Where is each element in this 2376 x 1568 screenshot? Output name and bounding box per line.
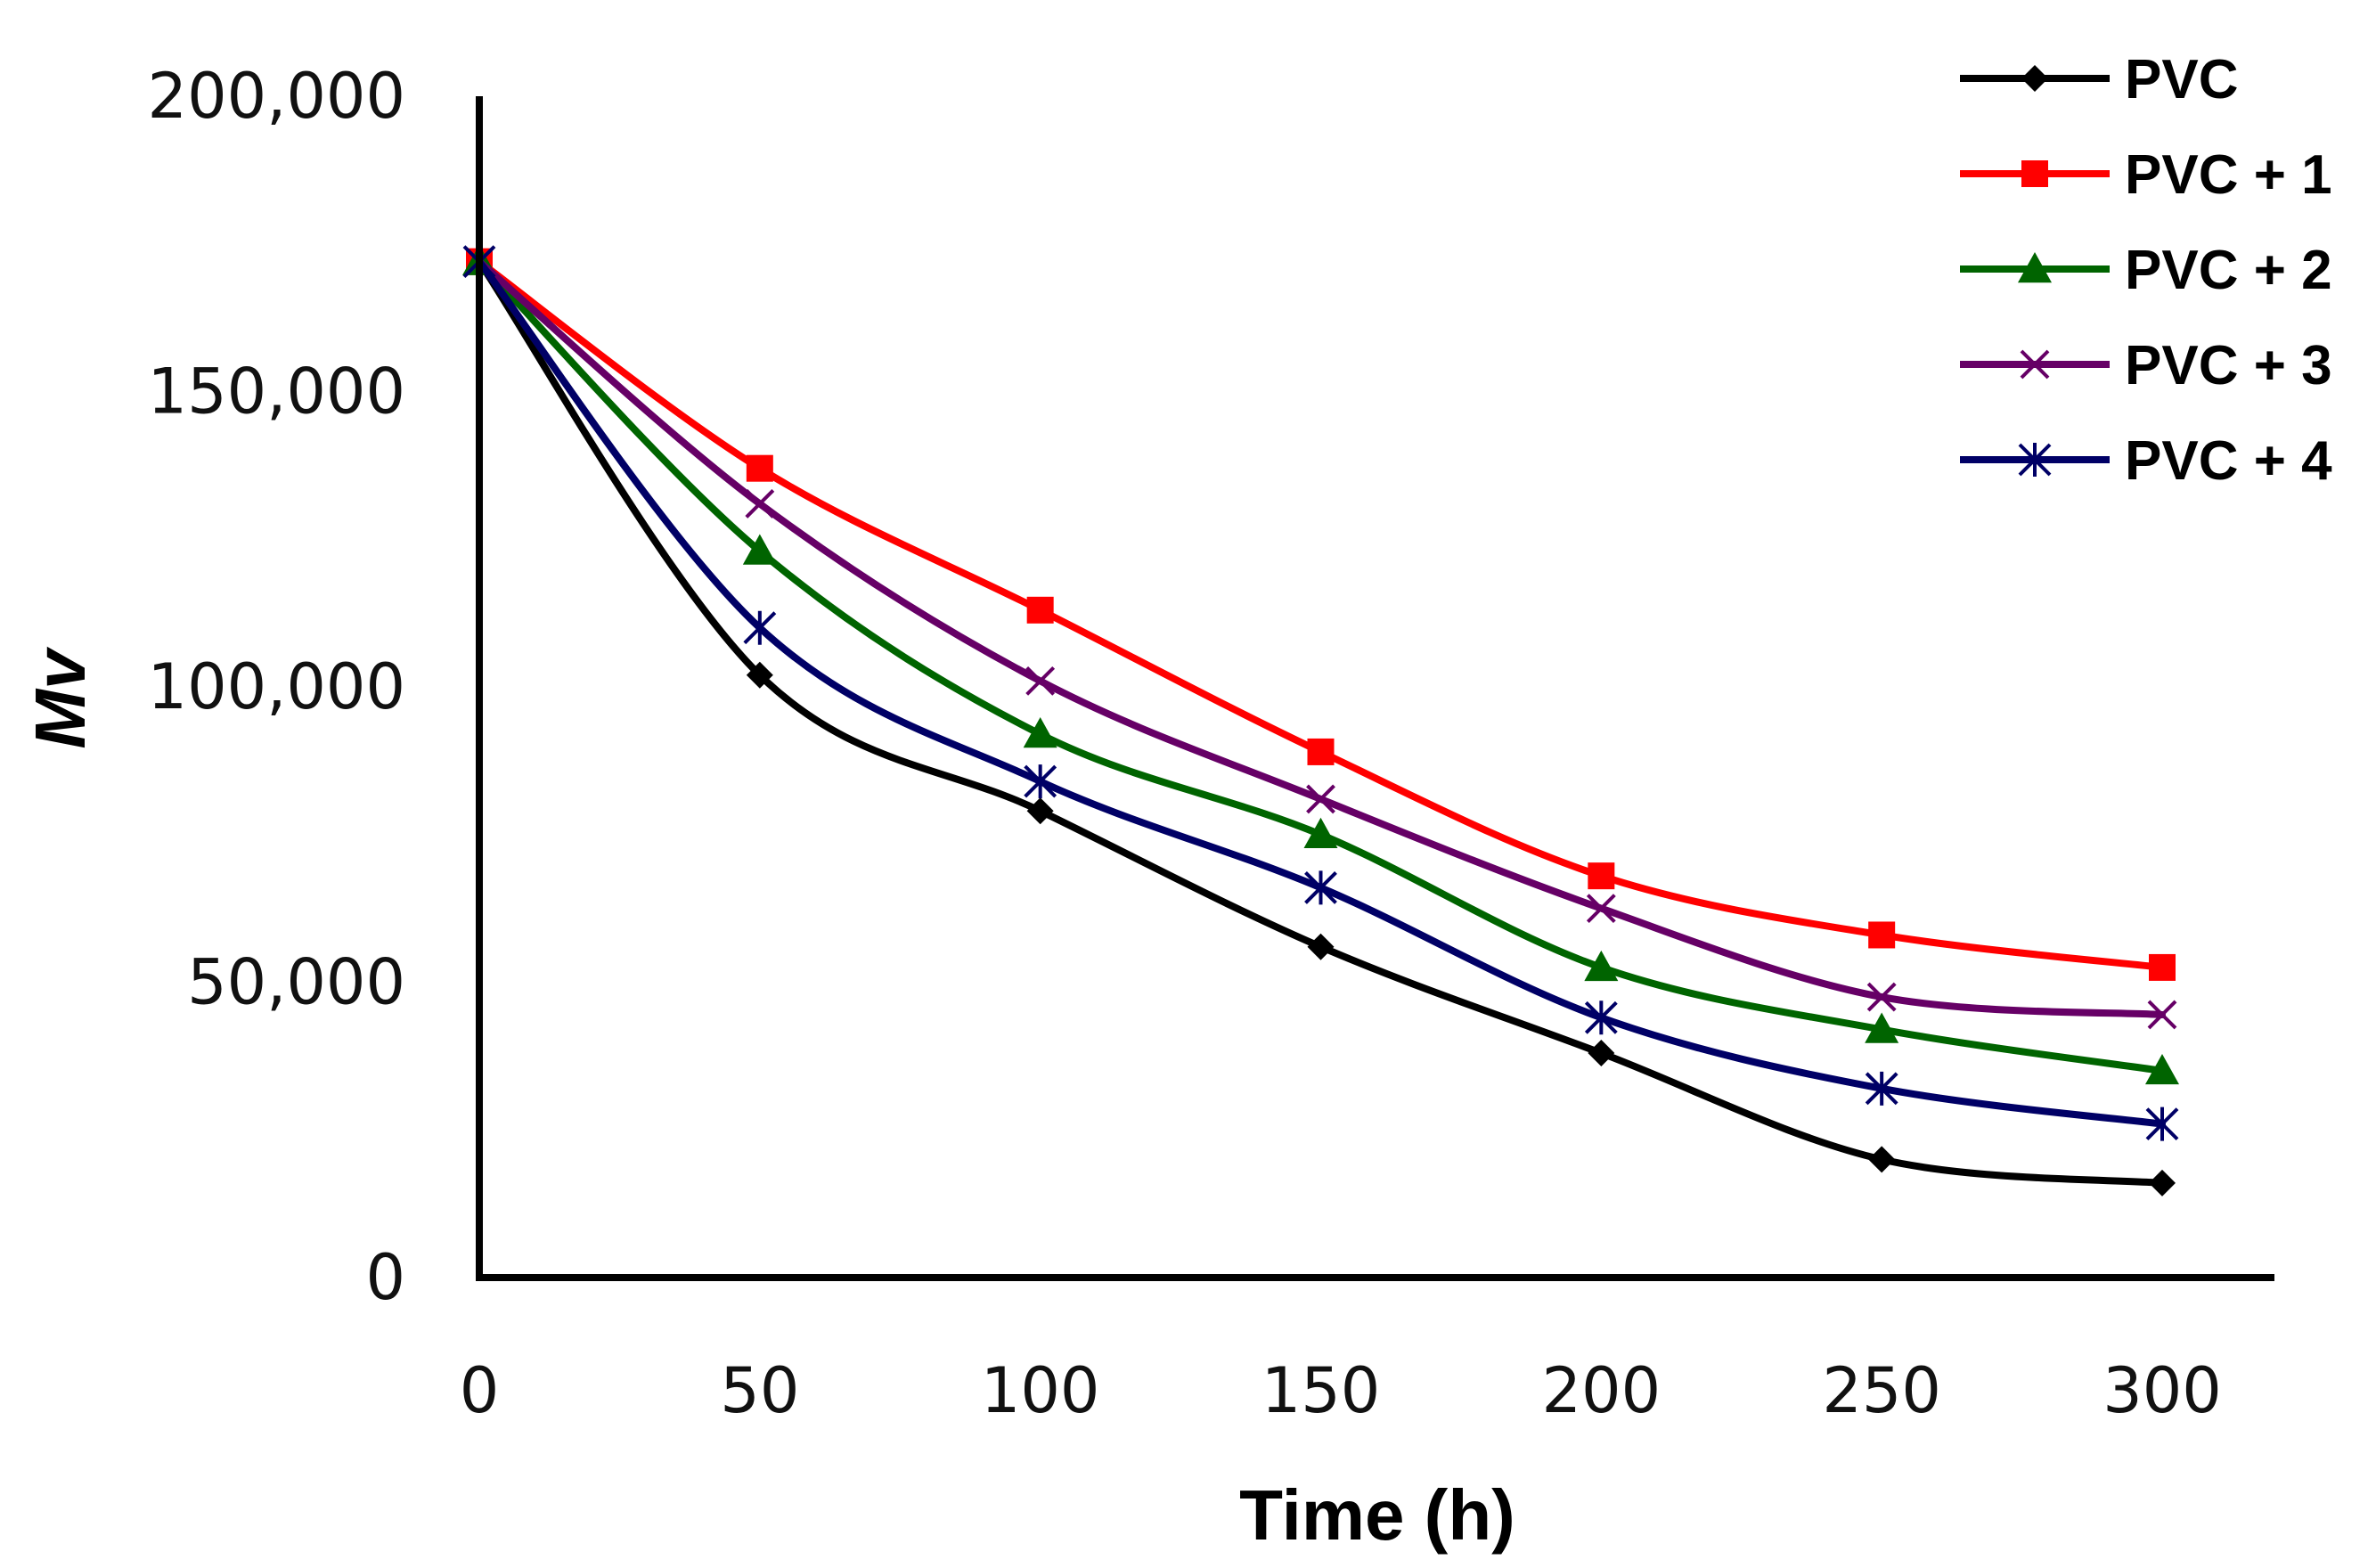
data-point (1304, 870, 1337, 905)
x-tick-label: 300 (2102, 1354, 2222, 1427)
series-line (476, 257, 2166, 1128)
data-point (2147, 1000, 2177, 1030)
data-point (1307, 933, 1335, 960)
data-point (743, 610, 777, 645)
legend-label: PVC + 3 (2125, 335, 2332, 396)
data-point (1868, 1146, 1896, 1173)
legend-item: PVC + 2 (1960, 240, 2332, 301)
y-tick-label: 150,000 (148, 355, 405, 429)
data-point (1023, 717, 1057, 748)
data-point (1588, 1040, 1615, 1067)
data-point (1584, 950, 1619, 982)
data-point (1306, 784, 1335, 814)
data-point (1025, 666, 1056, 696)
legend-marker (2021, 65, 2048, 92)
data-point (1866, 982, 1897, 1012)
data-point (1868, 921, 1896, 949)
legend-label: PVC + 2 (2125, 240, 2332, 301)
x-tick-label: 150 (1261, 1354, 1381, 1427)
x-tick-label: 0 (460, 1354, 500, 1427)
axes-layer (476, 96, 2274, 1281)
y-tick-label: 200,000 (148, 60, 405, 133)
legend-item: PVC + 1 (1960, 144, 2332, 206)
x-tick-label: 50 (720, 1354, 799, 1427)
data-point (1307, 738, 1335, 765)
series-pvc (466, 248, 2176, 1196)
y-tick-label: 50,000 (187, 946, 405, 1019)
y-tick-label: 0 (365, 1241, 405, 1314)
legend-item: PVC + 3 (1960, 335, 2332, 396)
legend-marker (2018, 252, 2052, 283)
legend-label: PVC (2125, 49, 2238, 110)
x-tick-labels: 0 50 100 150 200 250 300 (460, 1354, 2222, 1427)
legend-item: PVC + 4 (1960, 430, 2332, 492)
legend-marker (2018, 443, 2052, 477)
data-point (1588, 862, 1615, 890)
series-pvc-4 (462, 244, 2179, 1141)
data-point (1865, 1071, 1898, 1106)
series-line (476, 257, 2166, 1187)
data-point (2149, 1169, 2176, 1196)
data-point (1586, 894, 1616, 924)
data-point (745, 489, 775, 519)
legend-marker (2021, 160, 2048, 187)
data-point (746, 661, 773, 689)
data-point (1865, 1012, 1899, 1043)
series-line (476, 257, 2166, 971)
data-point (2145, 1053, 2179, 1085)
x-tick-label: 100 (981, 1354, 1100, 1427)
y-tick-labels: 0 50,000 100,000 150,000 200,000 (148, 60, 405, 1314)
legend-label: PVC + 1 (2125, 144, 2332, 206)
x-axis-title: Time (h) (1239, 1475, 1515, 1555)
x-tick-label: 250 (1822, 1354, 1941, 1427)
x-tick-label: 200 (1542, 1354, 1662, 1427)
data-point (2145, 1107, 2179, 1141)
legend-label: PVC + 4 (2125, 430, 2332, 492)
data-point (1024, 764, 1057, 799)
data-point (742, 534, 777, 565)
legend: PVC PVC + 1 PVC + 2 PVC + 3 PVC + 4 (1960, 49, 2332, 492)
data-point (1303, 817, 1338, 848)
data-point (1026, 797, 1054, 825)
data-point (2149, 953, 2176, 981)
y-tick-label: 100,000 (148, 650, 405, 723)
data-point (1584, 1000, 1618, 1035)
series-layer (462, 244, 2179, 1196)
data-point (746, 454, 773, 482)
legend-marker (2020, 349, 2050, 380)
data-point (1026, 596, 1054, 624)
series-pvc-3 (464, 247, 2177, 1030)
y-axis-title: Mv (20, 646, 100, 749)
legend-item: PVC (1960, 49, 2238, 110)
